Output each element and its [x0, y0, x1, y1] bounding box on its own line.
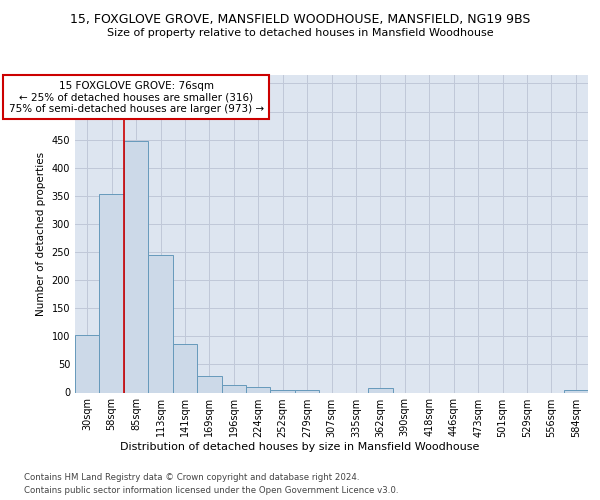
Bar — [100, 194, 124, 392]
Text: 15, FOXGLOVE GROVE, MANSFIELD WOODHOUSE, MANSFIELD, NG19 9BS: 15, FOXGLOVE GROVE, MANSFIELD WOODHOUSE,… — [70, 12, 530, 26]
Bar — [197, 376, 221, 392]
Bar — [221, 385, 246, 392]
Bar — [368, 388, 392, 392]
Bar — [148, 255, 173, 392]
Bar — [75, 334, 100, 392]
Text: 15 FOXGLOVE GROVE: 76sqm
← 25% of detached houses are smaller (316)
75% of semi-: 15 FOXGLOVE GROVE: 76sqm ← 25% of detach… — [8, 80, 263, 114]
Text: Contains public sector information licensed under the Open Government Licence v3: Contains public sector information licen… — [24, 486, 398, 495]
Y-axis label: Number of detached properties: Number of detached properties — [36, 152, 46, 316]
Bar — [124, 142, 148, 392]
Bar — [563, 390, 588, 392]
Bar — [271, 390, 295, 392]
Bar — [295, 390, 319, 392]
Bar — [246, 388, 271, 392]
Text: Contains HM Land Registry data © Crown copyright and database right 2024.: Contains HM Land Registry data © Crown c… — [24, 472, 359, 482]
Text: Distribution of detached houses by size in Mansfield Woodhouse: Distribution of detached houses by size … — [121, 442, 479, 452]
Bar — [173, 344, 197, 392]
Text: Size of property relative to detached houses in Mansfield Woodhouse: Size of property relative to detached ho… — [107, 28, 493, 38]
